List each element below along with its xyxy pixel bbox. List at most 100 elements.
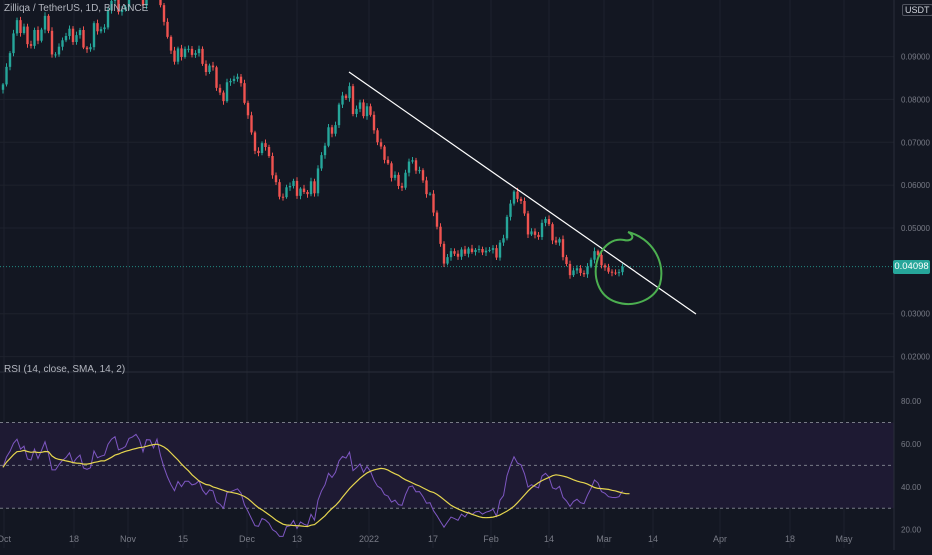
candle [288, 182, 292, 191]
candle-body [215, 67, 218, 88]
candle-body [288, 186, 292, 188]
x-tick-label: Oct [0, 534, 11, 544]
candle-body [404, 172, 407, 188]
candle [533, 228, 537, 239]
x-tick-label: 2022 [359, 534, 379, 544]
candle [516, 187, 519, 203]
candle-body [460, 249, 463, 257]
price-tick-label: 0.06000 [901, 181, 930, 190]
currency-label[interactable]: USDT [902, 4, 932, 16]
candle [26, 23, 29, 48]
candle [232, 75, 236, 84]
candle [544, 216, 547, 227]
candle [435, 210, 439, 230]
candle [264, 139, 267, 151]
candle-body [617, 272, 621, 274]
candle-body [225, 82, 229, 102]
candle [488, 247, 491, 253]
candle-body [61, 40, 64, 47]
candle [432, 190, 435, 217]
candle [449, 248, 453, 261]
candle-body [47, 15, 50, 31]
candle [187, 45, 190, 53]
candle-body [554, 240, 558, 243]
candle [327, 123, 330, 148]
candle [162, 2, 166, 26]
candle [204, 60, 208, 76]
candle-body [334, 125, 337, 134]
symbol-title[interactable]: Zilliqa / TetherUS, 1D, BINANCE [4, 3, 149, 14]
candle-body [586, 266, 589, 275]
candle [243, 79, 246, 105]
candle [225, 78, 229, 103]
candle [201, 46, 204, 66]
candle-body [309, 181, 313, 195]
candle [239, 73, 243, 87]
candle [313, 178, 316, 197]
candle-body [267, 147, 271, 156]
candle-body [491, 248, 495, 250]
candle-body [540, 222, 544, 237]
candle-body [467, 248, 470, 254]
candle-body [621, 266, 624, 273]
candle-body [208, 65, 211, 72]
candle [442, 241, 446, 268]
candle-body [589, 259, 593, 267]
candle [292, 178, 295, 189]
candle [362, 99, 365, 119]
candle [75, 31, 78, 45]
candle-body [246, 102, 250, 116]
rsi-indicator-title[interactable]: RSI (14, close, SMA, 14, 2) [4, 364, 126, 375]
candle [218, 84, 222, 96]
candle [246, 100, 250, 119]
candle [379, 138, 383, 150]
candle-body [502, 238, 505, 243]
candle-body [456, 253, 460, 257]
candle [498, 240, 502, 261]
rsi-line [2, 433, 623, 537]
candle [463, 245, 467, 256]
candle-body [243, 83, 246, 103]
x-tick-label: Mar [596, 534, 612, 544]
candle-body [176, 48, 180, 62]
candle-body [113, 0, 117, 1]
candle-body [173, 50, 176, 62]
candle [456, 250, 460, 260]
candle [208, 63, 211, 75]
candle-body [393, 174, 397, 178]
candle-body [561, 239, 565, 258]
candle-body [558, 239, 561, 243]
candle-body [600, 255, 603, 266]
candle-body [306, 192, 309, 195]
candle [351, 83, 355, 117]
candle [575, 265, 579, 274]
candle-body [526, 213, 530, 235]
candle-body [323, 145, 327, 156]
candle [180, 44, 183, 61]
candle [166, 18, 169, 39]
candle [614, 269, 617, 276]
candle-body [281, 196, 285, 198]
candle [453, 248, 456, 256]
candle-body [204, 63, 208, 72]
candle [68, 25, 71, 40]
candle-body [316, 168, 320, 194]
candle [19, 16, 22, 37]
x-tick-label: 18 [785, 534, 795, 544]
candle-body [344, 95, 348, 99]
candle [334, 121, 337, 137]
candle-body [484, 250, 488, 253]
candle-body [33, 30, 36, 46]
candle-body [537, 234, 540, 237]
candle-body [355, 108, 358, 114]
candle-body [439, 226, 442, 244]
candle [295, 177, 299, 199]
candle-body [474, 249, 477, 252]
candle-body [414, 160, 418, 171]
candle-body [365, 106, 369, 117]
candle-body [327, 127, 330, 146]
candle-body [551, 224, 554, 241]
x-tick-label: May [835, 534, 853, 544]
